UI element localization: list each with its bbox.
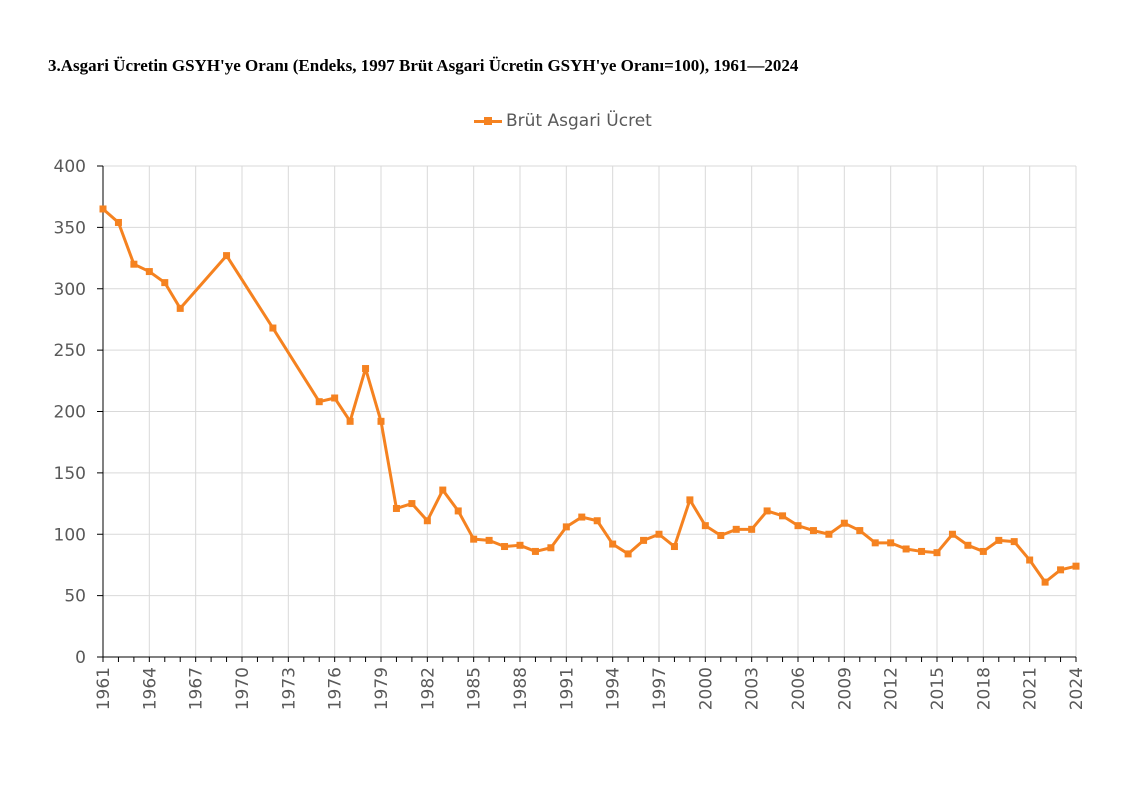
data-point [501, 543, 509, 551]
data-point [315, 398, 323, 406]
data-point [779, 512, 787, 520]
x-tick-label: 1964 [140, 667, 160, 710]
data-point [717, 531, 725, 539]
data-point [578, 513, 586, 521]
x-tick-label: 2018 [974, 667, 994, 710]
legend-swatch [474, 114, 502, 128]
y-tick-label: 100 [54, 525, 86, 545]
y-tick-label: 150 [54, 464, 86, 484]
data-point [933, 549, 941, 557]
data-point [593, 517, 601, 525]
data-point [99, 205, 107, 213]
data-point [1072, 562, 1080, 570]
y-tick-label: 200 [54, 403, 86, 423]
data-point [161, 279, 169, 287]
x-tick-label: 1961 [94, 667, 114, 710]
data-point [114, 218, 122, 226]
data-point [809, 527, 817, 535]
data-point [439, 486, 447, 494]
data-point [516, 541, 524, 549]
x-tick-label: 1985 [465, 667, 485, 710]
data-point [902, 545, 910, 553]
data-point [392, 504, 400, 512]
data-point [454, 507, 462, 515]
data-point [686, 496, 694, 504]
data-point [995, 536, 1003, 544]
data-point [1041, 578, 1049, 586]
x-tick-label: 1979 [372, 667, 392, 710]
data-point [825, 530, 833, 538]
data-point [1010, 538, 1018, 546]
x-tick-label: 2006 [789, 667, 809, 710]
x-tick-label: 2012 [882, 667, 902, 710]
x-tick-label: 1994 [604, 667, 624, 710]
data-point [840, 519, 848, 527]
data-point [948, 530, 956, 538]
x-tick-label: 1991 [557, 667, 577, 710]
y-tick-label: 250 [54, 341, 86, 361]
data-point [732, 525, 740, 533]
data-point [547, 544, 555, 552]
data-point [1057, 566, 1065, 574]
data-point [531, 547, 539, 555]
legend-label: Brüt Asgari Ücret [506, 111, 652, 131]
x-tick-label: 1973 [279, 667, 299, 710]
data-point [145, 268, 153, 276]
data-point [377, 417, 385, 425]
data-point [470, 535, 478, 543]
data-point [562, 523, 570, 531]
y-tick-label: 300 [54, 280, 86, 300]
data-point [1026, 556, 1034, 564]
legend: Brüt Asgari Ücret [474, 111, 652, 131]
y-tick-label: 0 [75, 648, 86, 668]
data-point [269, 324, 277, 332]
series-line [102, 207, 1077, 584]
x-tick-label: 1997 [650, 667, 670, 710]
data-point [887, 539, 895, 547]
x-tick-label: 1988 [511, 667, 531, 710]
x-tick-label: 2003 [743, 667, 763, 710]
chart-title: 3.Asgari Ücretin GSYH'ye Oranı (Endeks, … [48, 56, 799, 75]
x-tick-label: 2000 [696, 667, 716, 710]
data-point [423, 517, 431, 525]
data-point [130, 260, 138, 268]
data-point [918, 547, 926, 555]
y-tick-label: 50 [64, 587, 86, 607]
data-point [794, 522, 802, 530]
data-point [485, 536, 493, 544]
x-tick-label: 2024 [1067, 667, 1087, 710]
x-tick-label: 1967 [187, 667, 207, 710]
data-point [655, 530, 663, 538]
data-point [176, 304, 184, 312]
y-tick-label: 350 [54, 218, 86, 238]
data-point [408, 500, 416, 508]
data-point [624, 550, 632, 558]
data-point [763, 507, 771, 515]
x-tick-label: 1970 [233, 667, 253, 710]
x-tick-label: 1976 [326, 667, 346, 710]
x-tick-label: 2009 [835, 667, 855, 710]
data-point [362, 365, 370, 373]
x-tick-label: 1982 [418, 667, 438, 710]
data-point [748, 525, 756, 533]
data-point [346, 417, 354, 425]
data-point [701, 522, 709, 530]
data-point [670, 543, 678, 551]
data-point [964, 541, 972, 549]
data-point [640, 536, 648, 544]
x-tick-label: 2021 [1021, 667, 1041, 710]
data-point [609, 540, 617, 548]
data-point [856, 527, 864, 535]
data-point [331, 394, 339, 402]
data-point [871, 539, 879, 547]
y-tick-label: 400 [54, 157, 86, 177]
data-point [223, 252, 231, 260]
data-point [979, 547, 987, 555]
x-tick-label: 2015 [928, 667, 948, 710]
